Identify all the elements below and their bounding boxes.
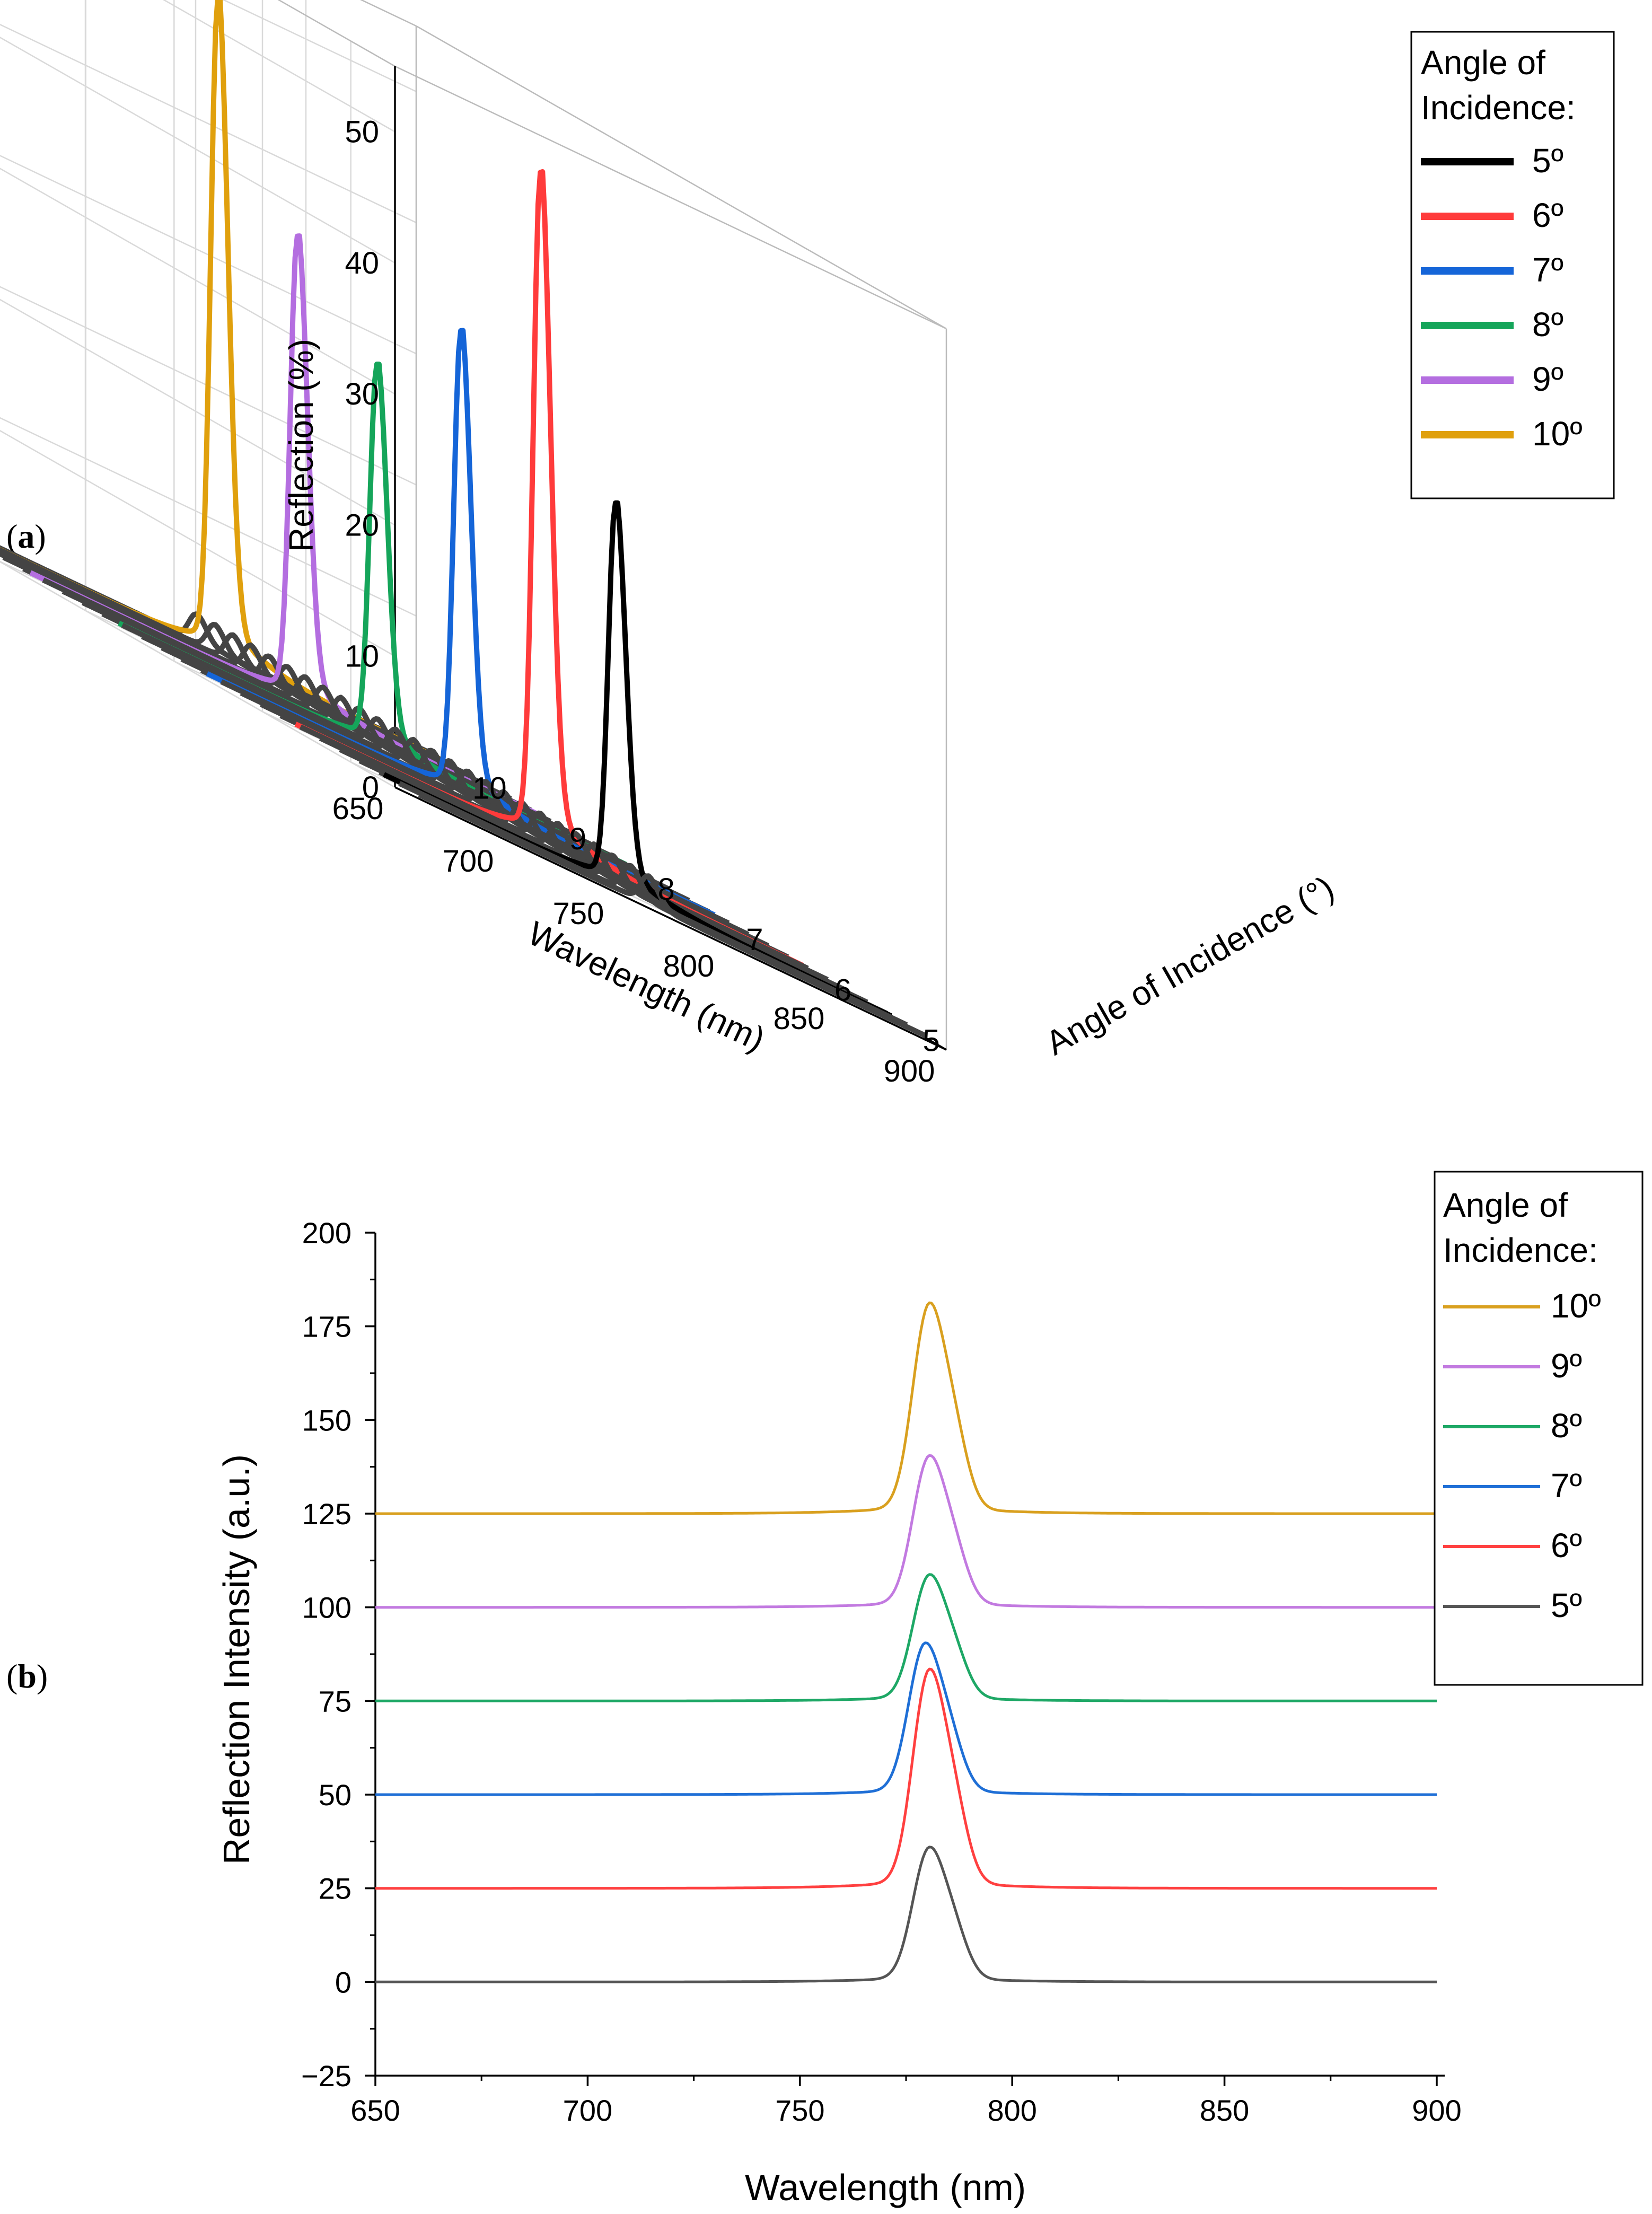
a-legend-label: 9º — [1532, 360, 1563, 398]
a-grid-z-back — [0, 23, 417, 224]
b-y-tick-label: 125 — [302, 1497, 352, 1531]
a-x-tick-label: 700 — [443, 844, 494, 878]
a-series-line-5 — [382, 500, 893, 1018]
a-y-tick-label: 5 — [923, 1023, 940, 1058]
b-y-tick-label: 25 — [319, 1872, 352, 1905]
a-grid-z-left — [0, 168, 396, 395]
a-grid-z-back — [222, 0, 417, 92]
a-grid-z-left — [0, 429, 396, 657]
a-box-edge — [277, 0, 396, 67]
a-x-tick-label: 650 — [332, 792, 384, 826]
b-x-tick-label: 800 — [987, 2094, 1036, 2127]
panel-a-label: (a) — [6, 517, 46, 555]
b-x-tick-label: 900 — [1412, 2094, 1461, 2127]
a-legend-label: 10º — [1532, 415, 1583, 453]
b-series-line-7º — [375, 1641, 1437, 1796]
chart-b-line-chart: −25 0 25 50 75 100 125 150 175 200 650 700 750 800 850… — [216, 1171, 1644, 2208]
chart-a-legend-title-line2: Incidence: — [1421, 89, 1576, 127]
b-x-tick-label: 750 — [775, 2094, 824, 2127]
a-grid-z-left — [163, 0, 396, 133]
a-z-tick-label: 40 — [345, 246, 379, 280]
b-series-line-10º — [375, 1301, 1437, 1515]
a-x-axis-line — [394, 786, 947, 1051]
a-z-tick-label: 0 — [362, 770, 379, 805]
chart-b-legend-title-line2: Incidence: — [1443, 1231, 1598, 1269]
b-x-tick-label: 650 — [350, 2094, 400, 2127]
a-box-edge — [416, 25, 947, 330]
a-grid-z-back — [0, 155, 417, 355]
chart-b-y-axis-label: Reflection Intensity (a.u.) — [216, 1454, 257, 1865]
a-box-edge — [394, 65, 947, 330]
b-series-line-6º — [375, 1667, 1437, 1890]
chart-a-legend-title-line1: Angle of — [1421, 43, 1545, 82]
a-y-tick-label: 8 — [658, 872, 675, 907]
a-y-tick-label: 7 — [746, 922, 763, 957]
a-legend-label: 5º — [1532, 142, 1563, 180]
b-legend-label: 6º — [1551, 1526, 1582, 1565]
b-series-line-9º — [375, 1454, 1437, 1609]
a-legend-label: 6º — [1532, 196, 1563, 234]
a-legend-label: 8º — [1532, 305, 1563, 344]
a-y-tick-label: 6 — [834, 973, 851, 1007]
chart-b-x-axis-label: Wavelength (nm) — [745, 2167, 1026, 2208]
a-grid-wl-floor — [0, 561, 396, 788]
a-x-tick-label: 850 — [774, 1001, 825, 1036]
chart-a-z-axis-label: Reflection (%) — [282, 339, 320, 552]
b-y-tick-label: 50 — [319, 1778, 352, 1812]
a-grid-z-left — [0, 298, 396, 526]
a-grid-z-back — [0, 286, 417, 486]
a-z-tick-label: 30 — [345, 377, 379, 411]
chart-b-axes — [365, 1232, 1445, 2086]
a-grid-z-left — [0, 37, 396, 263]
b-series-line-5º — [375, 1846, 1437, 1983]
a-z-tick-label: 50 — [345, 115, 379, 150]
chart-b-legend-title-line1: Angle of — [1443, 1186, 1568, 1224]
b-y-tick-label: 200 — [302, 1216, 352, 1250]
b-y-tick-label: −25 — [301, 2059, 352, 2093]
b-legend-label: 9º — [1551, 1347, 1582, 1385]
b-y-tick-label: 175 — [302, 1310, 352, 1343]
chart-a-legend: Angle of Incidence: 5º 6º 7º 8º 9º 10º — [1410, 31, 1615, 499]
a-grid-z-back — [0, 417, 417, 617]
a-legend-label: 7º — [1532, 251, 1563, 289]
b-series-line-8º — [375, 1573, 1437, 1702]
b-legend-label: 5º — [1551, 1586, 1582, 1624]
a-box-edge — [360, 0, 417, 27]
panel-b-label: (b) — [6, 1657, 48, 1695]
panel-b-letter: b — [17, 1657, 37, 1695]
a-x-tick-label: 800 — [663, 949, 715, 983]
b-y-tick-label: 0 — [335, 1965, 352, 1999]
a-y-tick-label: 10 — [472, 771, 507, 806]
chart-a-lines — [0, 0, 928, 1039]
b-x-tick-label: 700 — [563, 2094, 612, 2127]
a-z-tick-label: 10 — [345, 639, 379, 674]
b-legend-label: 8º — [1551, 1407, 1582, 1445]
chart-b-legend: Angle of Incidence: 10º 9º 8º 7º 6º 5º — [1434, 1171, 1644, 1686]
a-background-trace — [418, 792, 928, 1039]
b-y-tick-label: 150 — [302, 1403, 352, 1437]
b-x-tick-label: 850 — [1200, 2094, 1249, 2127]
a-x-tick-label: 750 — [553, 897, 604, 931]
a-z-tick-label: 20 — [345, 508, 379, 542]
panel-a-letter: a — [17, 517, 35, 555]
b-y-tick-label: 75 — [319, 1684, 352, 1718]
chart-a-y-axis-label: Angle of Incidence (°) — [1039, 868, 1340, 1062]
b-legend-label: 10º — [1551, 1287, 1601, 1325]
chart-b-lines — [375, 1301, 1437, 1983]
a-y-tick-label: 9 — [569, 822, 586, 856]
b-y-tick-label: 100 — [302, 1591, 352, 1624]
b-legend-label: 7º — [1551, 1466, 1582, 1505]
a-x-tick-label: 900 — [884, 1054, 935, 1088]
chart-b-tick-labels: −25 0 25 50 75 100 125 150 175 200 650 700 750 800 850… — [301, 1216, 1462, 2127]
